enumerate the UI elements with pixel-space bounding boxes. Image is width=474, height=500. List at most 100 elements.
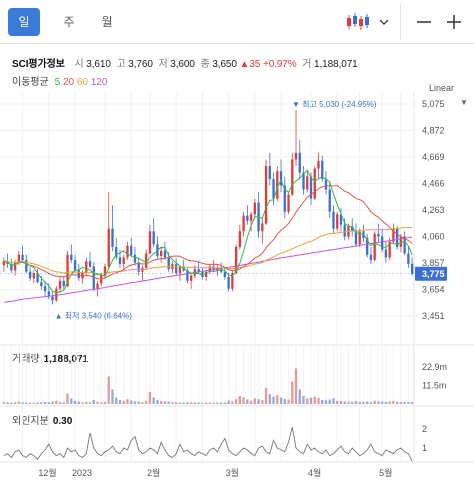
candle-body [332,211,335,229]
volume-bar [88,402,92,404]
volume-bar [351,401,354,404]
volume-bar [197,402,200,404]
ma-60-line [3,226,413,275]
volume-bar [130,400,133,404]
candle-body [204,271,208,277]
candle-body [358,231,361,245]
candle-body [107,228,110,267]
volume-bar [336,400,339,404]
period-week-button[interactable]: 주 [63,15,75,29]
candle-body [36,273,39,283]
ma-20: 20 [62,77,75,88]
volume-bar [25,402,28,404]
candle-body [231,273,234,289]
volume-bar [253,398,256,404]
minus-icon [417,21,431,23]
candle-body [328,189,331,212]
candlestick-chart-icon [347,13,369,30]
volume-bar [208,402,212,404]
price-tick-label: 3,857 [422,258,445,268]
volume-bar [321,399,324,404]
volume-bar [51,401,54,404]
candle-body [100,275,103,284]
candle-body [66,254,69,287]
scale-selector[interactable]: Linear [429,83,455,93]
foreign-ownership-line [3,426,413,462]
candle-body [126,245,129,258]
candle-body [407,253,410,264]
period-day-button[interactable]: 일 [8,8,40,36]
period-month-button[interactable]: 월 [101,15,113,29]
volume-bar [193,402,197,404]
candle-body [58,280,62,289]
candle-body [321,160,324,180]
volume-bar [32,402,35,404]
candle-body [388,241,391,258]
chart-type-selector[interactable] [343,8,395,36]
candle-body [395,228,399,247]
candle-body [268,166,271,180]
candle-body [2,261,6,266]
volume-bar [118,399,122,404]
volume-bar [6,402,9,404]
candle-body [13,262,17,271]
volume-bar [395,401,399,404]
price-tick-label: 4,872 [422,126,445,136]
volume-bar [204,402,208,404]
candle-body [223,271,227,277]
volume-bar [223,402,227,404]
candle-body [242,215,245,232]
volume-bar [306,398,309,404]
x-tick-label: 2023 [72,468,92,478]
candle-body [302,172,305,190]
ma-120: 120 [90,77,108,88]
candle-body [85,261,88,274]
volume-bar [313,396,316,404]
volume-bar [47,402,50,404]
price-change: ▲35 [239,59,261,70]
candle-body [384,249,388,258]
candle-body [287,194,290,212]
volume-bar [103,402,107,404]
candle-body [246,215,249,221]
candle-body [25,259,28,272]
volume-pane-label: 거래량 1,188,071 [12,354,89,365]
volume-bar [92,399,95,404]
candle-body [115,246,118,258]
candle-body [197,269,200,272]
x-tick-label: 2월 [147,467,160,478]
x-tick-label: 12월 [38,467,56,478]
volume-bar [332,398,335,404]
candle-body [208,266,212,272]
volume-bar [126,399,129,404]
candle-body [279,171,283,186]
price-change-pct: +0.97% [262,59,297,70]
volume-bar [388,401,391,404]
candle-body [354,231,358,245]
volume-bar [227,400,230,404]
candle-body [21,254,24,260]
volume-bar [122,400,125,404]
volume-bar [167,401,170,404]
candle-body [283,185,286,212]
volume-bar [343,401,346,404]
price-summary: SCI평가정보 시 3,610 고 3,760 저 3,600 종 3,650 … [12,59,358,70]
candle-body [130,245,133,255]
plus-icon [447,15,461,29]
volume-bar [201,402,204,404]
candle-body [309,176,313,199]
candle-body [103,266,107,276]
candle-body [339,214,343,225]
volume-bar [392,401,395,404]
volume-bar [148,391,152,404]
candle-body [77,270,80,279]
volume-bar [58,401,62,404]
volume-bar [77,401,80,404]
toolbar-divider [400,4,401,40]
candle-body [55,288,58,301]
zoom-in-button[interactable] [441,8,467,36]
zoom-out-button[interactable] [411,8,437,36]
volume-bar [73,400,77,404]
x-tick-label: 3월 [226,467,239,478]
